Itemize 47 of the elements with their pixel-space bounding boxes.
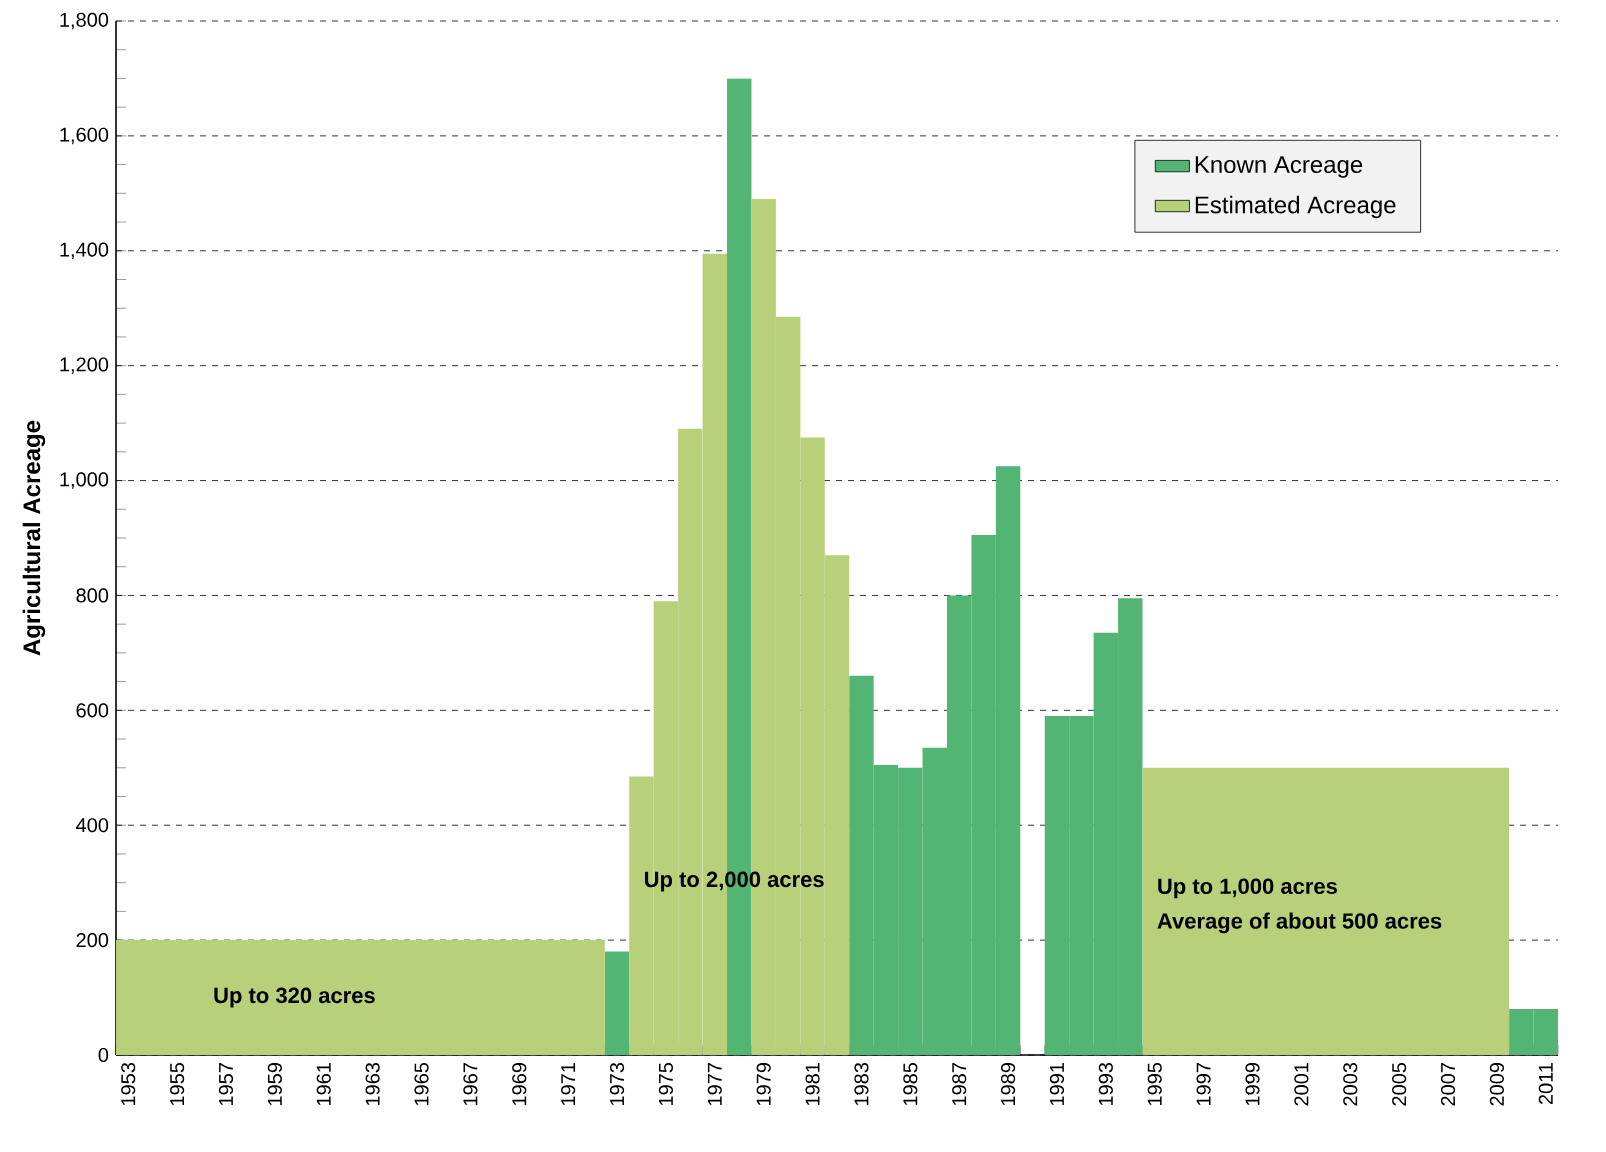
x-tick-label: 1979 [756, 1063, 771, 1106]
x-tick-label: 1973 [609, 1062, 625, 1106]
y-tick-label: 0 [98, 1047, 109, 1063]
x-tick-label: 1995 [1147, 1062, 1162, 1106]
y-tick-label: 200 [76, 933, 109, 948]
x-tick-label: 1971 [561, 1063, 576, 1106]
y-tick-label: 600 [76, 703, 109, 718]
legend-label: Estimated Acreage [1195, 195, 1396, 219]
x-tick-label: 1985 [903, 1062, 918, 1106]
y-tick-label: 800 [76, 588, 109, 603]
x-tick-label: 1991 [1049, 1063, 1065, 1106]
y-axis-title: Agricultural Acreage [22, 420, 46, 656]
annotation: Up to 320 acres [214, 987, 375, 1008]
x-tick-label: 2011 [1538, 1063, 1553, 1105]
x-tick-label: 1959 [267, 1063, 282, 1106]
y-tick-label: 1,000 [60, 472, 109, 489]
x-tick-label: 2005 [1392, 1062, 1407, 1106]
x-tick-label: 1965 [414, 1062, 429, 1106]
x-tick-label: 2003 [1343, 1062, 1358, 1106]
x-tick-label: 1969 [512, 1063, 527, 1106]
x-tick-label: 1975 [658, 1062, 673, 1106]
annotation: Up to 2,000 acres [644, 871, 824, 892]
x-tick-label: 1977 [707, 1063, 722, 1106]
x-tick-label: 1957 [218, 1063, 234, 1106]
y-tick-label: 1,600 [60, 127, 109, 145]
legend-label: Known Acreage [1195, 156, 1363, 178]
y-tick-label: 400 [76, 818, 109, 833]
x-tick-label: 1989 [1001, 1063, 1016, 1106]
x-tick-label: 2007 [1440, 1063, 1456, 1106]
x-tick-label: 2001 [1294, 1063, 1309, 1106]
y-tick-label: 1,400 [60, 242, 109, 260]
x-tick-label: 1999 [1245, 1063, 1260, 1106]
y-tick-label: 1,200 [60, 357, 109, 374]
y-tick-label: 1,800 [60, 12, 109, 30]
annotation: Average of about 500 acres [1157, 912, 1442, 934]
x-tick-label: 1987 [952, 1063, 967, 1106]
x-tick-label: 1997 [1196, 1063, 1211, 1106]
x-tick-label: 1961 [316, 1063, 331, 1106]
x-tick-label: 2009 [1489, 1063, 1504, 1106]
x-tick-label: 1953 [121, 1062, 136, 1106]
x-tick-label: 1981 [805, 1063, 820, 1106]
x-tick-label: 1983 [854, 1062, 869, 1106]
x-tick-label: 1955 [170, 1062, 185, 1106]
x-tick-label: 1993 [1098, 1062, 1113, 1106]
x-tick-label: 1963 [365, 1062, 380, 1106]
x-tick-label: 1967 [463, 1063, 478, 1106]
annotation: Up to 1,000 acres [1158, 878, 1337, 899]
